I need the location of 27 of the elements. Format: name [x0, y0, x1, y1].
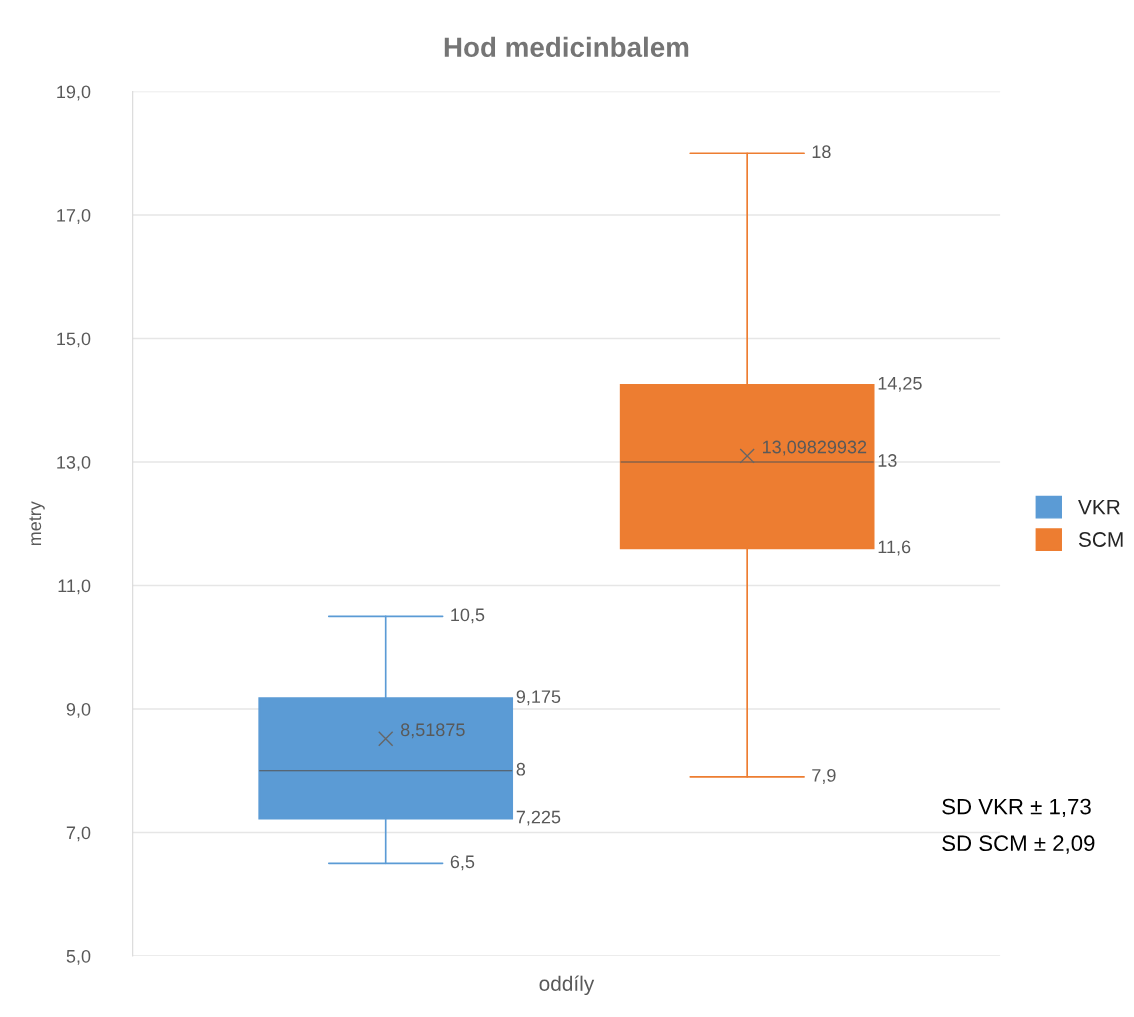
text: 8,51875 — [400, 723, 465, 739]
text: 7,225 — [516, 810, 561, 826]
legend-label: SCM — [1078, 532, 1123, 547]
text: 11,6 — [878, 540, 911, 556]
y-tick-label: 11,0 — [58, 579, 91, 595]
text: 8 — [516, 762, 526, 776]
chart-title: Hod medicinbalem — [444, 36, 689, 58]
y-tick-label: 19,0 — [57, 85, 91, 101]
y-axis-title: metry — [29, 501, 45, 546]
annotation: SD SCM ± 2,09 — [942, 835, 1095, 854]
text: 13,09829932 — [763, 440, 867, 456]
text: 14,25 — [878, 376, 922, 392]
y-tick-label: 5,0 — [66, 949, 91, 965]
annotation: SD VKR ± 1,73 — [942, 798, 1091, 818]
text: 18 — [812, 145, 831, 159]
text: 10,5 — [451, 608, 485, 624]
y-tick-label: 7,0 — [66, 826, 91, 842]
text: 6,5 — [450, 855, 475, 871]
text: 7,9 — [812, 768, 836, 784]
y-tick-label: 17,0 — [57, 208, 91, 224]
y-tick-label: 9,0 — [66, 702, 91, 718]
y-tick-label: 15,0 — [57, 332, 91, 348]
text: 9,175 — [516, 690, 561, 706]
x-tick-label: oddíly — [539, 975, 595, 996]
legend-label: VKR — [1078, 499, 1120, 515]
text: 13 — [878, 454, 897, 467]
y-tick-label: 13,0 — [57, 455, 91, 471]
